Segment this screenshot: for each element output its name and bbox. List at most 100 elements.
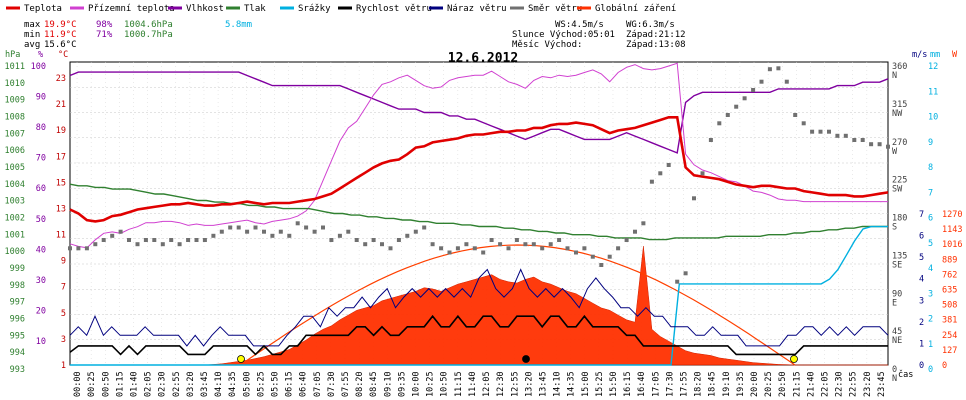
- x-tick-label: 19:35: [736, 371, 746, 397]
- mm-tick: 8: [928, 163, 933, 173]
- wind-dir-point: [852, 138, 857, 142]
- x-tick-label: 12:30: [496, 371, 506, 397]
- wind-dir-point: [827, 129, 831, 134]
- wind-dir-point: [649, 179, 654, 184]
- degc-tick: 7: [61, 283, 66, 293]
- x-tick-label: 22:30: [835, 371, 845, 397]
- wind-dir-point: [624, 238, 629, 242]
- x-tick-label: 10:00: [412, 371, 422, 397]
- ms-tick: 1: [919, 339, 924, 349]
- wind-dir-point: [514, 238, 519, 242]
- time-unit: čas: [898, 369, 913, 380]
- x-tick-label: 10:25: [426, 371, 436, 397]
- dir-tick: 180: [892, 214, 907, 224]
- mm-tick: 0: [928, 365, 933, 375]
- sunrise-icon: [237, 355, 245, 363]
- x-tick-label: 20:00: [750, 371, 760, 397]
- stat-max-label: max: [24, 20, 41, 30]
- hpa-tick: 998: [10, 281, 25, 291]
- x-tick-label: 00:50: [101, 371, 111, 397]
- legend-label: Tlak: [244, 4, 266, 14]
- wind-dir-point: [767, 67, 772, 72]
- wind-dir-point: [371, 238, 376, 242]
- x-tick-label: 11:15: [454, 371, 464, 397]
- w-unit: W: [952, 50, 958, 60]
- stat-max-hum: 98%: [96, 20, 113, 30]
- wind-dir-point: [219, 229, 224, 234]
- wind-dir-point: [843, 133, 848, 138]
- wind-dir-point: [498, 242, 503, 247]
- wind-dir-point: [304, 225, 309, 230]
- dir-tick-label: N: [892, 374, 897, 384]
- degc-tick: 1: [61, 361, 66, 371]
- x-tick-label: 20:25: [764, 371, 774, 397]
- x-tick-label: 02:05: [144, 371, 154, 397]
- x-tick-label: 19:10: [722, 371, 732, 397]
- wind-dir-point: [531, 242, 536, 247]
- wind-dir-point: [110, 233, 115, 238]
- wind-dir-point: [160, 242, 165, 247]
- pct-tick: 70: [36, 154, 46, 164]
- x-tick-label: 21:40: [806, 371, 816, 397]
- wind-dir-point: [683, 271, 688, 276]
- wind-dir-point: [860, 138, 865, 142]
- dir-tick-label: S: [892, 223, 897, 233]
- wind-dir-point: [548, 242, 553, 247]
- wind-dir-point: [194, 238, 199, 242]
- hpa-tick: 994: [10, 348, 25, 358]
- stat-rain: 5.8mm: [225, 20, 252, 30]
- hpa-tick: 1003: [5, 197, 25, 207]
- mm-tick: 3: [928, 289, 933, 299]
- x-tick-label: 17:30: [665, 371, 675, 397]
- x-tick-label: 08:20: [355, 371, 365, 397]
- wind-dir-point: [169, 238, 174, 242]
- dir-tick-label: E: [892, 298, 897, 308]
- wind-dir-point: [641, 221, 646, 226]
- legend: Teplota Přízemní teplota Vlhkost Tlak Srážky…: [6, 4, 676, 14]
- pct-tick: 100: [31, 62, 46, 72]
- wind-dir-point: [405, 233, 410, 238]
- wind-dir-point: [869, 142, 874, 147]
- wind-dir-point: [76, 246, 81, 251]
- dir-tick: 315: [892, 100, 907, 110]
- mm-tick: 7: [928, 188, 933, 198]
- wind-dir-point: [540, 246, 545, 251]
- wind-dir-point: [455, 246, 460, 251]
- wind-dir-point: [666, 163, 671, 167]
- wind-dir-point: [211, 233, 216, 238]
- wind-dir-point: [278, 229, 283, 234]
- wind-dir-point: [464, 242, 469, 247]
- x-tick-label: 14:10: [553, 371, 563, 397]
- ground-temp-line: [69, 62, 888, 249]
- dir-tick-label: NW: [892, 109, 903, 119]
- stat-avg-label: avg: [24, 40, 40, 50]
- x-tick-label: 07:30: [327, 371, 337, 397]
- degc-tick: 5: [61, 309, 66, 319]
- x-tick-label: 05:00: [242, 371, 252, 397]
- x-tick-label: 04:10: [214, 371, 224, 397]
- stat-sun-set: Západ:21:12: [626, 30, 686, 40]
- dir-tick: 45: [892, 327, 902, 337]
- x-tick-label: 03:20: [186, 371, 196, 397]
- stat-max-temp: 19.9°C: [44, 20, 77, 30]
- moonset-icon: [522, 355, 530, 363]
- hpa-tick: 996: [10, 315, 25, 325]
- x-tick-label: 02:55: [172, 371, 182, 397]
- temperature-line: [69, 116, 889, 223]
- wind-dir-point: [590, 254, 595, 259]
- degc-tick: 23: [56, 74, 66, 84]
- rain-line: [70, 225, 888, 366]
- wind-dir-point: [692, 196, 696, 201]
- mm-tick: 4: [928, 264, 933, 274]
- wind-dir-point: [523, 242, 528, 247]
- pct-tick: 80: [36, 123, 46, 133]
- wind-dir-point: [793, 113, 798, 117]
- wind-dir-point: [751, 88, 756, 92]
- hpa-tick: 1009: [5, 96, 25, 106]
- pct-tick: 40: [36, 245, 46, 255]
- wind-dir-point: [835, 133, 840, 138]
- stat-sun-rise: Slunce Východ:05:01: [512, 30, 615, 40]
- x-tick-label: 00:25: [87, 371, 97, 397]
